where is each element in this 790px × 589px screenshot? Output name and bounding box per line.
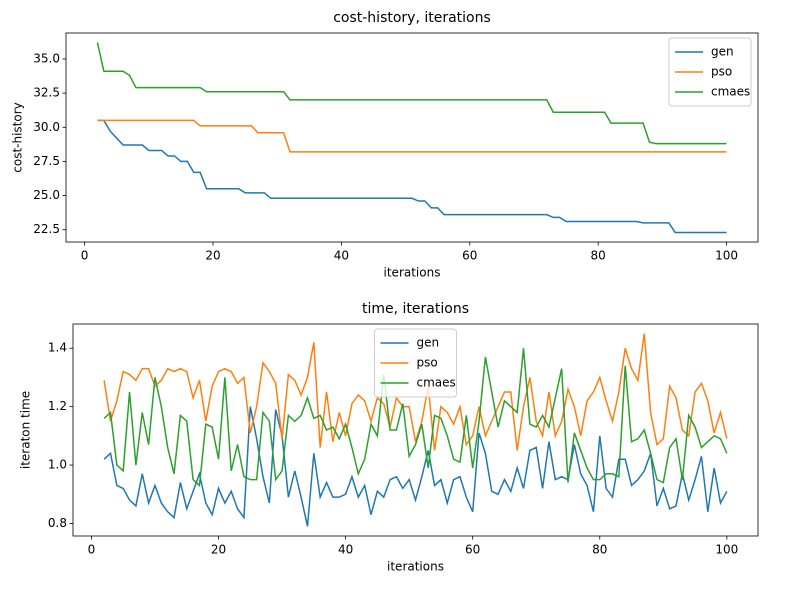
chart-title: time, iterations bbox=[362, 301, 469, 317]
x-tick-label: 100 bbox=[715, 249, 738, 263]
x-axis-label: iterations bbox=[384, 266, 441, 280]
legend-label: cmaes bbox=[417, 376, 456, 390]
series-line bbox=[97, 119, 727, 153]
y-axis-label: iteraton time bbox=[19, 391, 33, 469]
y-tick-label: 27.5 bbox=[33, 154, 60, 168]
x-tick-label: 20 bbox=[211, 543, 226, 557]
y-tick-label: 1.0 bbox=[48, 458, 67, 472]
chart-title: cost-history, iterations bbox=[333, 10, 491, 26]
y-tick-label: 22.5 bbox=[33, 222, 60, 236]
axes-frame bbox=[72, 323, 759, 537]
x-tick-label: 100 bbox=[715, 543, 738, 557]
y-tick-label: 32.5 bbox=[33, 86, 60, 100]
y-tick-label: 35.0 bbox=[33, 51, 60, 65]
series-line bbox=[97, 119, 727, 234]
x-tick-label: 0 bbox=[81, 249, 89, 263]
axes-frame bbox=[65, 32, 759, 243]
y-tick-label: 1.2 bbox=[48, 399, 67, 413]
y-tick-label: 30.0 bbox=[33, 120, 60, 134]
x-axis-label: iterations bbox=[387, 560, 444, 574]
legend-box bbox=[374, 328, 457, 398]
series-line bbox=[103, 333, 728, 451]
series-line bbox=[103, 348, 728, 488]
y-tick-label: 25.0 bbox=[33, 188, 60, 202]
y-tick-label: 0.8 bbox=[48, 516, 67, 530]
x-tick-label: 40 bbox=[334, 249, 349, 263]
legend-label: cmaes bbox=[711, 85, 750, 99]
x-tick-label: 60 bbox=[465, 543, 480, 557]
y-axis-label: cost-history bbox=[11, 102, 25, 173]
y-tick-label: 1.4 bbox=[48, 341, 67, 355]
x-tick-label: 0 bbox=[88, 543, 96, 557]
legend-label: pso bbox=[417, 356, 438, 370]
series-line bbox=[103, 406, 728, 527]
x-tick-label: 40 bbox=[338, 543, 353, 557]
legend-box bbox=[668, 37, 752, 107]
x-tick-label: 80 bbox=[591, 249, 606, 263]
legend-label: gen bbox=[417, 336, 440, 350]
x-tick-label: 80 bbox=[592, 543, 607, 557]
legend-label: gen bbox=[711, 45, 734, 59]
legend-label: pso bbox=[711, 65, 732, 79]
x-tick-label: 60 bbox=[462, 249, 477, 263]
x-tick-label: 20 bbox=[205, 249, 220, 263]
series-line bbox=[96, 42, 727, 145]
